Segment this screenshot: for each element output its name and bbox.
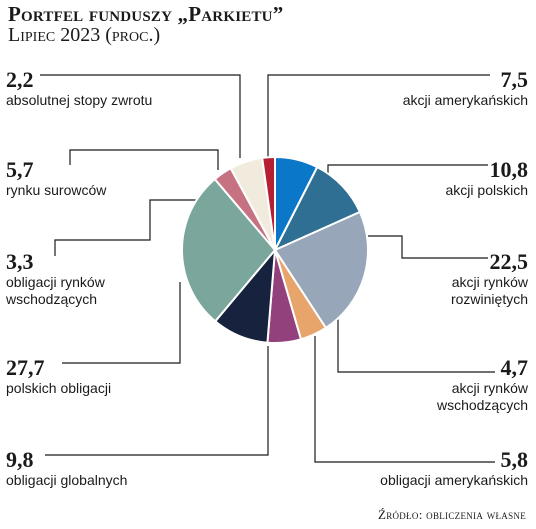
leader-obligacji-amerykanskich [314, 336, 495, 463]
label-absolutnej-stopy-zwrotu: 2,2 absolutnej stopy zwrotu [6, 68, 152, 109]
label-obligacji-amerykanskich: 5,8 obligacji amerykańskich [380, 448, 528, 489]
chart-title: Portfel funduszy „Parkietu” [8, 2, 284, 26]
leader-obligacji-globalnych [45, 346, 269, 456]
label-obligacji-globalnych: 9,8 obligacji globalnych [6, 448, 127, 489]
text-akcji-polskich: akcji polskich [445, 182, 528, 198]
label-rynku-surowcow: 5,7 rynku surowców [6, 158, 106, 199]
pie-slice-akcji-rynków-rozwiniętych [273, 210, 369, 330]
pie-slice-absolutnej-stopy-zwrotu [261, 155, 276, 251]
value-absolutnej-stopy-zwrotu: 2,2 [6, 67, 34, 92]
value-obligacji-rynkow-wschodzacych: 3,3 [6, 249, 34, 274]
text-akcji-rynkow-wschodzacych-2: wschodzących [436, 397, 528, 413]
label-obligacji-rynkow-wschodzacych: 3,3 obligacji rynków wschodzących [6, 250, 105, 308]
text-polskich-obligacji: polskich obligacji [6, 380, 112, 396]
text-akcji-rynkow-wschodzacych-1: akcji rynków [451, 380, 528, 396]
value-obligacji-amerykanskich: 5,8 [500, 447, 529, 472]
leader-rynku-surowcow [69, 149, 219, 170]
pie-slices [181, 155, 369, 344]
text-obligacji-globalnych: obligacji globalnych [6, 472, 128, 488]
value-akcji-rynkow-rozwinietych: 22,5 [489, 249, 529, 274]
label-akcji-rynkow-rozwinietych: 22,5 akcji rynków rozwiniętych [451, 250, 528, 308]
text-obligacji-rynkow-wschodzacych-1: obligacji rynków [6, 274, 105, 290]
pie-slice-polskich-obligacji [181, 177, 277, 323]
source-note: Źródło: obliczenia własne [377, 507, 526, 522]
text-akcji-rynkow-rozwinietych-2: rozwiniętych [450, 291, 528, 307]
label-akcji-polskich: 10,8 akcji polskich [446, 158, 528, 199]
text-rynku-surowcow: rynku surowców [6, 182, 107, 198]
leader-polskich-obligacji [62, 282, 181, 364]
text-obligacji-amerykanskich: obligacji amerykańskich [380, 472, 528, 488]
label-akcji-rynkow-wschodzacych: 4,7 akcji rynków wschodzących [437, 356, 528, 414]
text-akcji-amerykanskich: akcji amerykańskich [402, 92, 528, 108]
leader-obligacji-rynkow-wschodzacych [54, 199, 198, 256]
leader-akcji-rynkow-wschodzacych [337, 318, 495, 373]
leader-lines [40, 74, 495, 463]
leader-akcji-amerykanskich [267, 74, 490, 158]
value-polskich-obligacji: 27,7 [6, 355, 45, 380]
text-obligacji-rynkow-wschodzacych-2: wschodzących [6, 291, 98, 307]
label-polskich-obligacji: 27,7 polskich obligacji [6, 356, 111, 397]
value-akcji-amerykanskich: 7,5 [500, 67, 529, 92]
label-akcji-amerykanskich: 7,5 akcji amerykańskich [403, 68, 528, 109]
value-akcji-polskich: 10,8 [489, 157, 529, 182]
value-akcji-rynkow-wschodzacych: 4,7 [500, 355, 529, 380]
text-akcji-rynkow-rozwinietych-1: akcji rynków [451, 274, 528, 290]
leader-akcji-rynkow-rozwinietych [368, 235, 488, 259]
value-obligacji-globalnych: 9,8 [6, 447, 34, 472]
chart-subtitle: Lipiec 2023 (proc.) [8, 24, 161, 46]
text-absolutnej-stopy-zwrotu: absolutnej stopy zwrotu [6, 92, 153, 108]
leader-absolutnej-stopy-zwrotu [40, 74, 241, 158]
value-rynku-surowcow: 5,7 [6, 157, 34, 182]
